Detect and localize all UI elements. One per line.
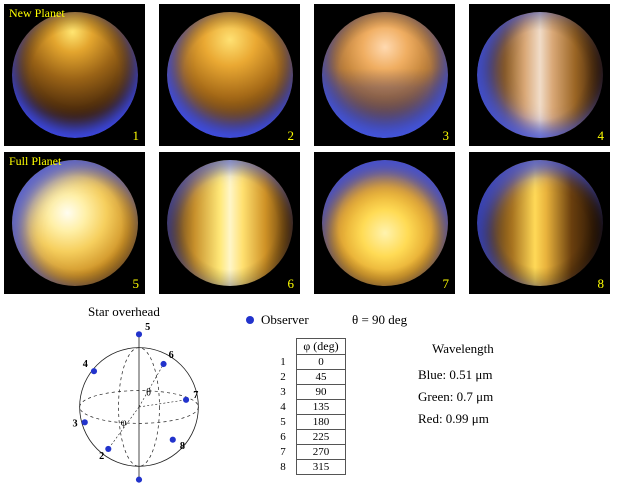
planet-image-2 [166,12,293,138]
observer-dot-icon [246,316,254,324]
panel-7: 7 [314,152,455,294]
panel-6: 6 [159,152,300,294]
table-row: 3 90 [270,384,346,400]
panel-4: 4 [469,4,610,146]
point-label-6: 6 [169,350,174,361]
planet-image-7 [321,160,448,286]
observer-point-4 [90,368,98,375]
planet-image-4 [476,12,603,138]
angle-line-phi [108,406,140,450]
equator-ellipse [79,390,199,424]
observer-point-7 [183,396,190,403]
panel-5: Full Planet 5 [4,152,145,294]
row-value: 225 [296,429,346,445]
planet-image-3 [321,12,448,138]
row-value: 90 [296,384,346,400]
panel-number-7: 7 [442,276,450,291]
observer-geometry-diagram: 5 1 4 6 7 8 2 3 θ φ [72,322,199,486]
row-index: 4 [270,399,297,415]
point-label-8: 8 [180,441,185,452]
panel-tag-full-planet: Full Planet [9,154,62,168]
wavelength-green: Green: 0.7 μm [418,389,494,404]
legend: Observer [246,312,309,328]
row-index: 5 [270,414,297,430]
wavelength-title: Wavelength [432,341,494,356]
table-row: 5 180 [270,414,346,430]
panel-number-4: 4 [597,128,605,143]
row-value: 0 [296,354,346,370]
panel-number-1: 1 [132,128,140,143]
panel-8: 8 [469,152,610,294]
table-row: 4 135 [270,399,346,415]
panel-3: 3 [314,4,455,146]
table-row: 8 315 [270,459,346,475]
table-header-phi: φ (deg) [296,338,346,355]
row-value: 270 [296,444,346,460]
angle-line-theta [138,363,164,408]
phi-table: φ (deg) 1 0 2 45 3 90 4 135 5 180 6 225 … [270,338,346,475]
observer-point-8 [169,436,176,443]
theta-symbol: θ [146,388,151,399]
point-label-2: 2 [99,451,104,462]
row-value: 315 [296,459,346,475]
panel-number-8: 8 [597,276,605,291]
meridian-ellipse [118,347,160,467]
panel-number-6: 6 [287,276,295,291]
wavelength-block: Wavelength Blue: 0.51 μm Green: 0.7 μm R… [418,338,494,430]
panel-1: New Planet 1 [4,4,145,146]
panel-number-5: 5 [132,276,140,291]
observer-point-2 [105,445,112,452]
observer-point-3 [81,419,88,426]
point-label-3: 3 [72,418,77,429]
panel-number-3: 3 [442,128,450,143]
row-index: 6 [270,429,297,445]
theta-value: θ = 90 deg [352,312,408,327]
planet-image-1 [11,12,138,138]
diagram-title: Star overhead [88,304,160,319]
row-index: 2 [270,369,297,385]
row-value: 180 [296,414,346,430]
observer-point-5 [135,331,143,338]
row-value: 135 [296,399,346,415]
observer-point-1 [135,476,143,483]
panel-number-2: 2 [287,128,295,143]
wavelength-blue: Blue: 0.51 μm [418,367,493,382]
observer-point-6 [160,360,167,368]
point-label-7: 7 [193,390,198,401]
row-index: 3 [270,384,297,400]
table-row: 2 45 [270,369,346,385]
table-row: 7 270 [270,444,346,460]
table-header-empty [270,339,297,355]
row-index: 8 [270,459,297,475]
planet-image-8 [476,160,603,286]
panel-2: 2 [159,4,300,146]
row-index: 1 [270,354,297,370]
table-row: 1 0 [270,354,346,370]
point-label-4: 4 [83,359,88,370]
angle-line-east [138,399,187,408]
row-index: 7 [270,444,297,460]
wavelength-red: Red: 0.99 μm [418,411,489,426]
planet-image-5 [11,160,138,286]
point-label-5: 5 [145,322,150,333]
table-header-row: φ (deg) [270,338,346,355]
row-value: 45 [296,369,346,385]
panel-tag-new-planet: New Planet [9,6,65,20]
phi-symbol: φ [121,417,127,428]
planet-image-6 [166,160,293,286]
table-row: 6 225 [270,429,346,445]
observer-label: Observer [261,312,309,327]
